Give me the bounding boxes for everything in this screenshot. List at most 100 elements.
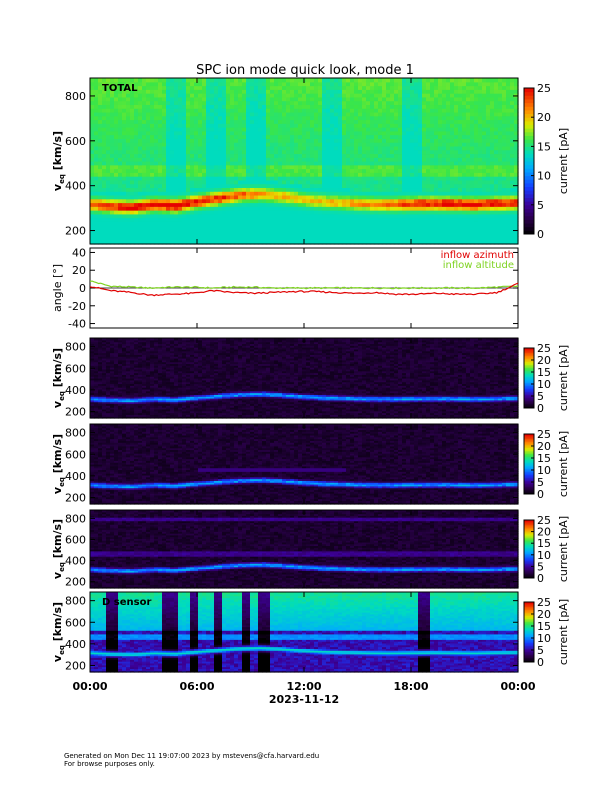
heatmap-cell [206, 180, 211, 184]
heatmap-cell [334, 142, 339, 146]
heatmap-cell [386, 153, 391, 157]
heatmap-cell [158, 101, 163, 105]
heatmap-cell [366, 195, 371, 199]
heatmap-cell [274, 199, 279, 203]
heatmap-cell [346, 104, 351, 108]
heatmap-cell [486, 199, 491, 203]
heatmap-cell [350, 233, 355, 237]
heatmap-cell [438, 180, 443, 184]
heatmap-cell [206, 229, 211, 233]
heatmap-cell [314, 191, 319, 195]
heatmap-cell [110, 131, 115, 135]
heatmap-cell [434, 161, 439, 165]
heatmap-cell [434, 203, 439, 207]
heatmap-cell [362, 93, 367, 97]
heatmap-cell [194, 104, 199, 108]
heatmap-cell [170, 221, 175, 225]
heatmap-cell [138, 135, 143, 139]
heatmap-cell [302, 161, 307, 165]
heatmap-cell [298, 89, 303, 93]
heatmap-cell [182, 82, 187, 86]
heatmap-cell [274, 221, 279, 225]
heatmap-cell [206, 82, 211, 86]
heatmap-cell [218, 176, 223, 180]
heatmap-cell [194, 93, 199, 97]
heatmap-cell [202, 233, 207, 237]
heatmap-cell [138, 153, 143, 157]
heatmap-cell [482, 195, 487, 199]
heatmap-cell [274, 203, 279, 207]
heatmap-cell [214, 191, 219, 195]
heatmap-cell [438, 112, 443, 116]
heatmap-cell [258, 150, 263, 154]
heatmap-cell [238, 191, 243, 195]
heatmap-cell [190, 93, 195, 97]
heatmap-cell [254, 93, 259, 97]
heatmap-cell [230, 82, 235, 86]
heatmap-cell [370, 78, 375, 82]
heatmap-cell [226, 93, 231, 97]
heatmap-cell [122, 104, 127, 108]
heatmap-cell [154, 104, 159, 108]
heatmap-cell [182, 135, 187, 139]
heatmap-cell [150, 146, 155, 150]
heatmap-cell [470, 191, 475, 195]
heatmap-cell [334, 195, 339, 199]
heatmap-cell [174, 233, 179, 237]
heatmap-cell [438, 157, 443, 161]
heatmap-cell [102, 157, 107, 161]
heatmap-cell [334, 199, 339, 203]
heatmap-cell [218, 214, 223, 218]
heatmap-cell [222, 187, 227, 191]
heatmap-cell [350, 135, 355, 139]
heatmap-cell [250, 221, 255, 225]
heatmap-cell [366, 138, 371, 142]
heatmap-cell [286, 142, 291, 146]
heatmap-cell [450, 176, 455, 180]
heatmap-cell [346, 195, 351, 199]
heatmap-cell [398, 218, 403, 222]
heatmap-cell [298, 116, 303, 120]
heatmap-cell [162, 210, 167, 214]
heatmap-cell [294, 153, 299, 157]
heatmap-cell [454, 191, 459, 195]
heatmap-cell [158, 176, 163, 180]
heatmap-cell [214, 101, 219, 105]
heatmap-cell [486, 225, 491, 229]
heatmap-cell [382, 120, 387, 124]
heatmap-cell [198, 138, 203, 142]
heatmap-cell [246, 180, 251, 184]
heatmap-cell [166, 86, 171, 90]
heatmap-cell [198, 101, 203, 105]
heatmap-cell [194, 78, 199, 82]
heatmap-cell [426, 138, 431, 142]
heatmap-cell [174, 82, 179, 86]
heatmap-cell [234, 150, 239, 154]
heatmap-cell [478, 184, 483, 188]
heatmap-cell [246, 131, 251, 135]
heatmap-cell [306, 195, 311, 199]
heatmap-cell [406, 112, 411, 116]
heatmap-cell [370, 131, 375, 135]
heatmap-cell [342, 135, 347, 139]
heatmap-cell [390, 86, 395, 90]
heatmap-cell [298, 191, 303, 195]
heatmap-cell [438, 78, 443, 82]
heatmap-cell [326, 127, 331, 131]
heatmap-cell [142, 123, 147, 127]
heatmap-cell [406, 97, 411, 101]
heatmap-cell [90, 89, 95, 93]
heatmap-cell [310, 89, 315, 93]
heatmap-cell [278, 221, 283, 225]
heatmap-cell [294, 221, 299, 225]
heatmap-cell [106, 116, 111, 120]
heatmap-cell [342, 138, 347, 142]
heatmap-cell [322, 123, 327, 127]
heatmap-cell [254, 165, 259, 169]
heatmap-cell [138, 131, 143, 135]
heatmap-cell [442, 157, 447, 161]
heatmap-cell [90, 153, 95, 157]
heatmap-cell [454, 161, 459, 165]
heatmap-cell [118, 135, 123, 139]
heatmap-cell [362, 191, 367, 195]
